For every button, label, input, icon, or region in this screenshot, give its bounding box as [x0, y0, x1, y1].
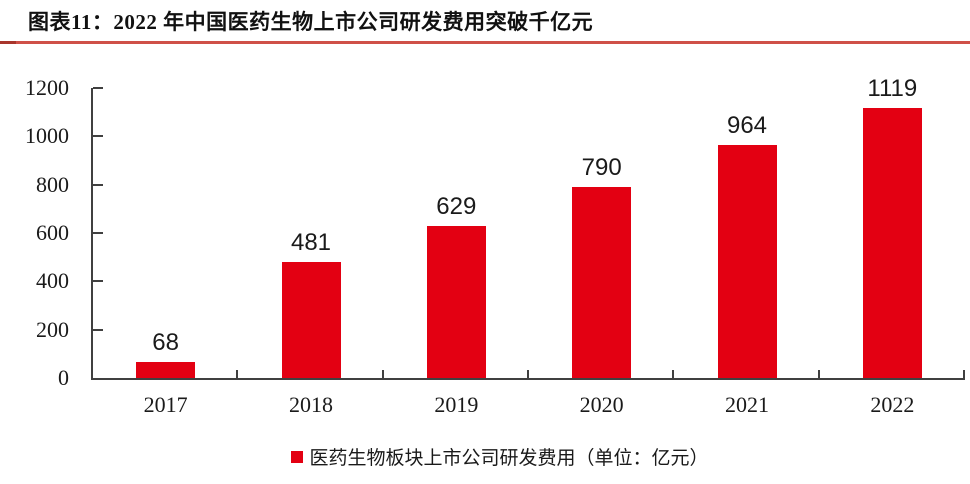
y-tick-800: [93, 183, 103, 186]
x-tick-label-2022: 2022: [870, 392, 915, 417]
bar-2022: [862, 107, 922, 378]
y-tick-label-800: 800: [36, 171, 69, 197]
x-tick-label-2017: 2017: [143, 392, 188, 417]
bar-2019: [426, 226, 486, 378]
bar-2018: [281, 261, 341, 378]
y-tick-label-200: 200: [36, 316, 69, 342]
legend-marker-square: [291, 450, 304, 463]
y-tick-200: [93, 328, 103, 331]
legend-label: 医药生物板块上市公司研发费用（单位：亿元）: [309, 448, 709, 469]
y-tick-label-600: 600: [36, 220, 69, 245]
bar-value-2019: 629: [436, 193, 477, 220]
x-tick-3: [527, 370, 529, 378]
bar-2017: [136, 361, 196, 378]
y-tick-600: [93, 232, 103, 234]
y-tick-1200: [93, 87, 103, 89]
bar-2020: [572, 187, 632, 378]
y-tick-400: [93, 280, 103, 283]
bar-value-2021: 964: [726, 112, 768, 140]
bar-value-2017: 68: [152, 328, 179, 356]
x-tick-label-2019: 2019: [434, 392, 479, 417]
y-tick-label-400: 400: [36, 268, 69, 294]
x-tick-label-2021: 2021: [725, 392, 769, 417]
x-tick-label-2018: 2018: [289, 392, 333, 417]
chart-legend: 医药生物板块上市公司研发费用（单位：亿元）: [0, 443, 970, 470]
bar-chart-plot-area: 0 200 400 600 800 1000 1200 68 2017 481 2018 629 20…: [25, 75, 965, 417]
x-tick-2: [381, 370, 384, 378]
y-tick-1000: [93, 135, 103, 138]
x-tick-1: [236, 370, 239, 378]
bar-2021: [717, 145, 777, 378]
x-tick-5: [817, 370, 820, 378]
x-tick-label-2020: 2020: [579, 392, 624, 417]
bar-value-2018: 481: [290, 228, 332, 256]
bar-value-2022: 1119: [867, 74, 918, 102]
x-tick-6: [963, 370, 965, 378]
y-tick-label-1200: 1200: [25, 75, 69, 100]
figure-title: 图表11：2022 年中国医药生物上市公司研发费用突破千亿元: [28, 10, 594, 34]
y-tick-label-1000: 1000: [25, 123, 69, 149]
x-tick-4: [672, 370, 675, 378]
bar-value-2020: 790: [581, 154, 622, 182]
y-tick-label-0: 0: [58, 365, 69, 390]
title-divider: [0, 41, 970, 44]
